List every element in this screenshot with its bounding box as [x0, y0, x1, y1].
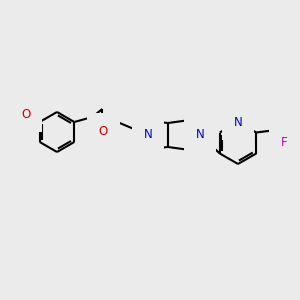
Text: N: N [234, 116, 242, 128]
Text: O: O [21, 107, 30, 121]
Text: F: F [283, 126, 290, 139]
Text: N: N [144, 128, 152, 142]
Text: O: O [99, 124, 108, 138]
Text: N: N [196, 128, 204, 142]
Text: F: F [281, 116, 287, 129]
Text: F: F [281, 136, 287, 149]
